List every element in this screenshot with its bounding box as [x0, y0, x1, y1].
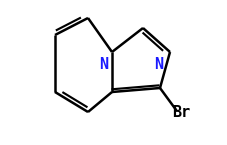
Text: N: N: [154, 57, 163, 72]
Text: N: N: [99, 57, 108, 72]
Text: Br: Br: [172, 105, 190, 120]
